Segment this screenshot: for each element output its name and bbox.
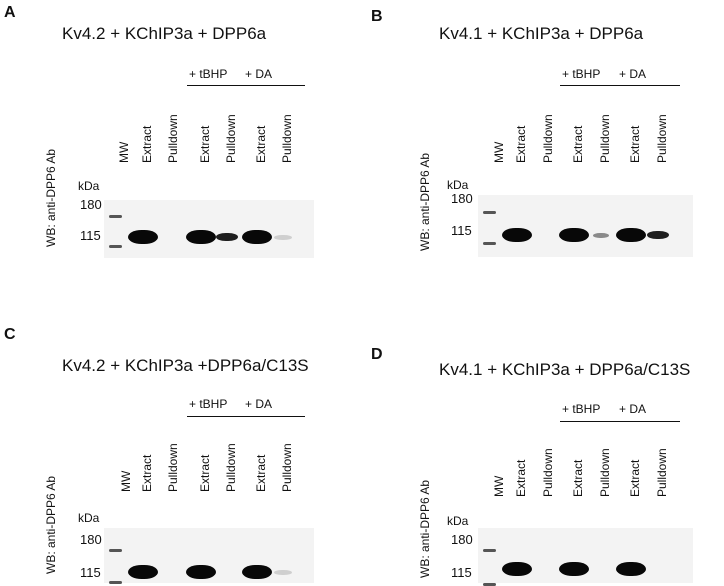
protein-band [242,565,272,579]
kda-label: kDa [447,178,469,192]
mw-marker-band [109,245,122,248]
lane-label: Pulldown [598,114,612,163]
lane-label: Pulldown [166,114,180,163]
protein-band [502,562,532,576]
protein-band [186,565,216,579]
mw-lane-label: MW [492,475,506,497]
lane-label: Extract [571,125,585,163]
lane-label: Pulldown [224,114,238,163]
treatment-bracket [243,416,305,417]
mw-marker-band [109,215,122,218]
treatment-bracket [187,416,249,417]
lane-label: Extract [140,125,154,163]
panel-letter: D [371,346,383,363]
lane-label: Extract [198,454,212,492]
panel-title: Kv4.1 + KChIP3a + DPP6a [439,24,644,43]
lane-label: Pulldown [541,114,555,163]
protein-band [502,228,532,242]
panel-letter: A [4,4,16,21]
treatment-bracket [187,85,249,86]
mw-marker-value: 180 [451,191,473,206]
mw-marker-value: 115 [80,228,101,243]
protein-band [128,565,158,579]
lane-label: Extract [514,459,528,497]
mw-lane-label: MW [119,470,133,492]
protein-band [128,230,158,244]
protein-band [216,233,238,241]
mw-marker-value: 115 [451,223,472,238]
kda-label: kDa [447,514,469,528]
treatment-bracket [243,85,305,86]
lane-label: Pulldown [224,443,238,492]
lane-label: Extract [628,459,642,497]
lane-label: Extract [628,125,642,163]
lane-label: Extract [140,454,154,492]
treatment-label: + DA [245,67,273,81]
protein-band [593,232,609,238]
mw-marker-value: 115 [80,565,101,580]
treatment-label: + DA [619,402,647,416]
panel-title: Kv4.2 + KChIP3a + DPP6a [62,24,267,43]
blot-membrane [104,200,314,258]
mw-marker-value: 115 [451,565,472,580]
treatment-bracket [560,85,623,86]
protein-band [186,230,216,244]
treatment-label: + tBHP [562,67,601,81]
lane-label: Extract [198,125,212,163]
treatment-label: + tBHP [562,402,601,416]
treatment-bracket [560,421,623,422]
mw-marker-band [483,242,496,245]
protein-band [616,228,646,242]
mw-marker-value: 180 [80,197,102,212]
mw-lane-label: MW [492,141,506,163]
treatment-bracket [617,85,680,86]
treatment-label: + DA [245,397,273,411]
western-blot-y-label: WB: anti-DPP6 Ab [44,148,58,247]
mw-lane-label: MW [117,141,131,163]
treatment-bracket [617,421,680,422]
lane-label: Extract [254,125,268,163]
western-blot-y-label: WB: anti-DPP6 Ab [44,475,58,574]
kda-label: kDa [78,179,100,193]
protein-band [559,228,589,242]
protein-band [616,562,646,576]
panel-title: Kv4.2 + KChIP3a +DPP6a/C13S [62,356,309,375]
western-blot-y-label: WB: anti-DPP6 Ab [418,479,432,578]
treatment-label: + tBHP [189,397,228,411]
protein-band [274,234,292,240]
lane-label: Extract [571,459,585,497]
lane-label: Pulldown [280,114,294,163]
mw-marker-band [109,549,122,552]
treatment-label: + tBHP [189,67,228,81]
lane-label: Pulldown [598,448,612,497]
treatment-label: + DA [619,67,647,81]
panel-letter: B [371,8,383,25]
lane-label: Pulldown [280,443,294,492]
western-blot-y-label: WB: anti-DPP6 Ab [418,152,432,251]
lane-label: Pulldown [655,448,669,497]
protein-band [242,230,272,244]
blot-membrane [478,195,693,257]
protein-band [274,569,292,575]
mw-marker-value: 180 [80,532,102,547]
protein-band [559,562,589,576]
panel-letter: C [4,326,16,343]
lane-label: Extract [254,454,268,492]
panel-title: Kv4.1 + KChIP3a + DPP6a/C13S [439,360,691,379]
lane-label: Pulldown [655,114,669,163]
mw-marker-value: 180 [451,532,473,547]
lane-label: Pulldown [541,448,555,497]
mw-marker-band [483,211,496,214]
protein-band [647,231,669,239]
lane-label: Extract [514,125,528,163]
lane-label: Pulldown [166,443,180,492]
kda-label: kDa [78,511,100,525]
mw-marker-band [483,549,496,552]
